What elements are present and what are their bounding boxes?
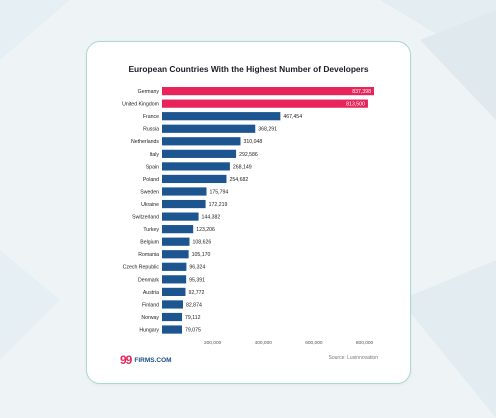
bar (162, 112, 281, 121)
logo: 99 FIRMS.COM (120, 353, 172, 367)
value-label: 254,682 (229, 177, 248, 183)
logo-text: FIRMS.COM (134, 356, 172, 364)
category-label: Norway (141, 315, 159, 321)
value-label: 105,170 (192, 252, 211, 258)
category-label: Netherlands (131, 139, 159, 145)
bar (162, 225, 194, 234)
category-label: Finland (142, 302, 159, 308)
value-label: 368,291 (258, 127, 277, 133)
category-label: Switzerland (132, 215, 159, 221)
value-label: 310,048 (243, 139, 262, 145)
bar (162, 262, 187, 271)
bar (162, 162, 230, 171)
value-label: 292,586 (239, 152, 258, 158)
value-label: 108,626 (193, 240, 212, 246)
x-tick-label: 400,000 (255, 340, 273, 346)
bar-chart: Germany 837,398 United Kingdom 813,500 Franc… (122, 87, 374, 346)
value-label: 144,382 (202, 215, 221, 221)
value-label: 82,874 (186, 302, 202, 308)
bar (162, 275, 187, 284)
category-label: Ukraine (141, 202, 159, 208)
value-label: 837,398 (352, 89, 371, 95)
bar (162, 199, 206, 209)
value-label: 123,206 (196, 227, 215, 233)
bar (162, 149, 237, 158)
category-label: Denmark (138, 277, 159, 283)
bar (162, 87, 374, 96)
category-label: United Kingdom (122, 102, 159, 108)
value-label: 79,075 (185, 327, 201, 333)
category-label: Czech Republic (123, 265, 160, 271)
bar (162, 212, 199, 221)
value-label: 813,500 (346, 102, 365, 108)
category-label: Spain (146, 164, 159, 170)
category-label: Belgium (140, 240, 159, 246)
source-note: Source: Luxinnovation (328, 355, 378, 361)
bar (162, 312, 183, 322)
value-label: 79,112 (185, 315, 201, 321)
category-label: Romania (138, 252, 159, 258)
x-tick-label: 200,000 (204, 340, 222, 346)
category-label: Sweden (140, 189, 159, 195)
value-label: 92,772 (188, 290, 204, 296)
bar (162, 137, 241, 146)
category-label: France (143, 114, 159, 120)
chart-card: European Countries With the Highest Numb… (86, 41, 411, 384)
category-label: Germany (138, 89, 160, 95)
value-label: 96,324 (189, 265, 205, 271)
value-label: 467,454 (283, 114, 302, 120)
bar (162, 300, 183, 309)
x-tick-label: 600,000 (305, 340, 323, 346)
x-tick-label: 800,000 (356, 340, 374, 346)
bar (162, 187, 207, 196)
value-label: 268,149 (233, 164, 252, 170)
bar (162, 287, 186, 296)
category-label: Hungary (139, 327, 159, 333)
value-label: 172,219 (209, 202, 228, 208)
bar (162, 325, 183, 334)
value-label: 95,391 (189, 277, 205, 283)
category-label: Poland (143, 177, 159, 183)
logo-mark: 99 (120, 353, 132, 367)
category-label: Turkey (143, 227, 159, 233)
bar (162, 124, 256, 133)
bar (162, 250, 189, 259)
category-label: Austria (143, 290, 159, 296)
bar (162, 237, 190, 246)
category-label: Italy (149, 152, 159, 158)
bar (162, 99, 368, 108)
category-label: Russia (143, 127, 159, 133)
chart-title: European Countries With the Highest Numb… (128, 64, 369, 74)
value-label: 175,794 (210, 189, 229, 195)
bar (162, 174, 227, 184)
